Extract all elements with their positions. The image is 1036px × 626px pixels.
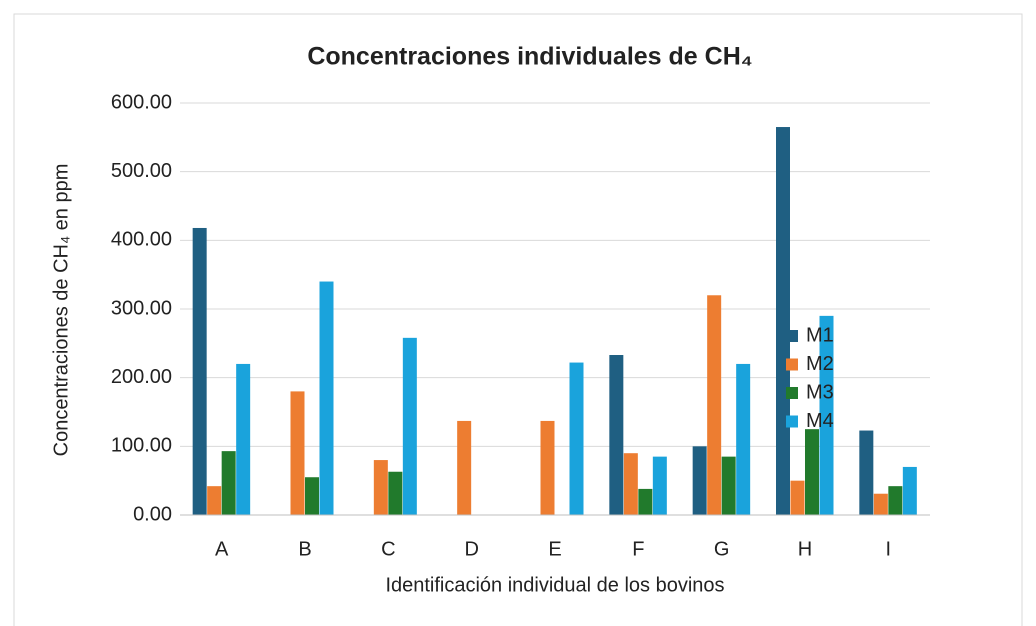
legend-swatch <box>786 415 798 428</box>
bar <box>388 471 403 515</box>
bar <box>373 460 388 515</box>
legend-label: M4 <box>806 410 834 432</box>
bar <box>207 486 222 515</box>
bar <box>305 477 319 515</box>
y-tick-label: 500.00 <box>111 160 172 182</box>
legend-label: M3 <box>806 381 834 403</box>
legend-swatch <box>786 387 798 399</box>
y-tick-label: 400.00 <box>111 229 172 251</box>
x-tick-label: F <box>632 538 644 560</box>
bar <box>319 281 334 515</box>
bar <box>873 493 888 515</box>
bar <box>638 488 653 515</box>
bar <box>805 429 819 515</box>
bar <box>776 127 790 516</box>
bar <box>569 362 584 515</box>
bar <box>221 451 236 515</box>
bar <box>609 355 624 515</box>
legend-label: M1 <box>806 324 834 346</box>
bar <box>819 315 834 515</box>
x-tick-label: D <box>464 538 478 560</box>
bar <box>790 480 805 515</box>
x-axis-label: Identificación individual de los bovinos <box>385 574 724 596</box>
y-tick-label: 300.00 <box>111 297 172 319</box>
bar <box>736 363 751 515</box>
x-tick-label: E <box>548 538 561 560</box>
y-tick-label: 100.00 <box>111 435 172 457</box>
bar <box>290 391 305 515</box>
bar <box>707 295 722 515</box>
x-tick-label: C <box>381 538 395 560</box>
legend-label: M2 <box>806 353 834 375</box>
y-tick-label: 0.00 <box>133 503 172 525</box>
bar <box>859 430 874 515</box>
bar <box>692 446 707 515</box>
bar <box>721 456 736 515</box>
chart-border <box>13 13 1023 626</box>
bar <box>192 227 207 515</box>
legend-swatch <box>786 358 798 371</box>
bar <box>540 420 555 515</box>
bar <box>457 420 472 515</box>
bar <box>236 363 251 515</box>
x-tick-label: G <box>714 538 730 560</box>
y-tick-label: 200.00 <box>111 366 172 388</box>
y-axis-label: Concentraciones de CH₄ en ppm <box>50 164 72 457</box>
x-tick-label: A <box>215 538 229 560</box>
bar <box>652 456 667 515</box>
y-tick-label: 600.00 <box>111 91 172 113</box>
chart-title: Concentraciones individuales de CH₄ <box>307 43 752 71</box>
x-tick-label: I <box>886 538 892 560</box>
bar <box>888 486 903 515</box>
x-tick-label: B <box>298 538 311 560</box>
bar <box>402 337 417 515</box>
x-tick-label: H <box>798 538 812 560</box>
bar <box>902 466 917 515</box>
bar <box>623 453 638 515</box>
legend-swatch <box>786 330 798 342</box>
